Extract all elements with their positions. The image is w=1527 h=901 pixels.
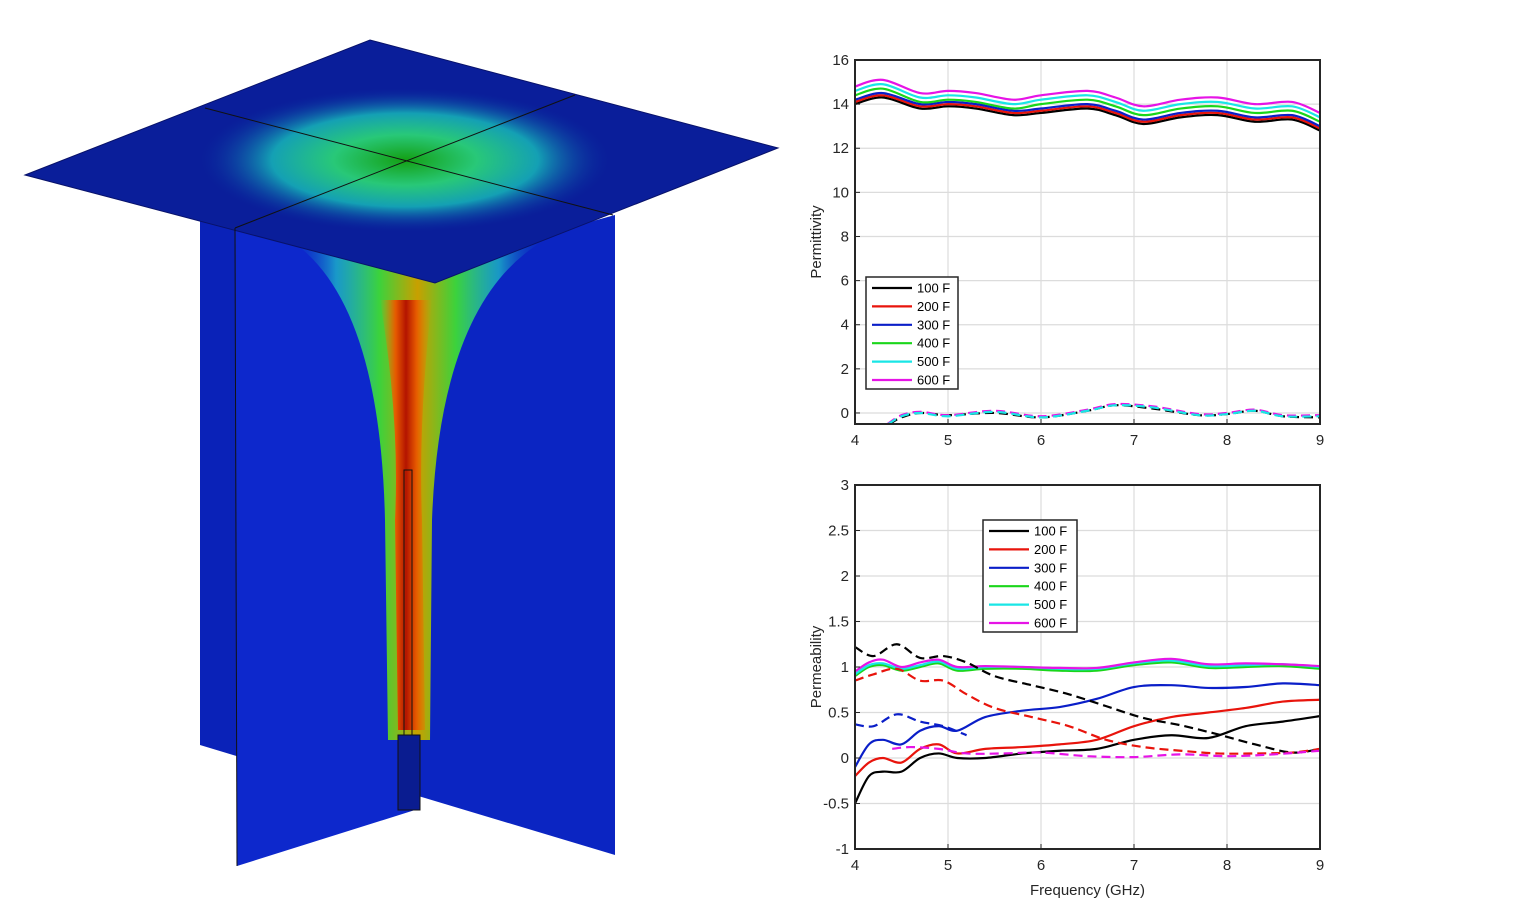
y-tick-label: -1 [836,841,849,858]
legend-label: 100 F [1034,524,1067,539]
x-tick-label: 5 [944,432,952,449]
y-tick-label: 12 [832,140,849,157]
legend-label: 500 F [917,354,950,369]
feed-base [397,734,421,811]
legend-label: 200 F [917,299,950,314]
front-plane [235,228,415,866]
x-tick-label: 4 [851,857,859,874]
plane-edge [234,227,238,867]
chart-2: 4 5 6 7 8 9 -1 -0.5 0 0.5 1 1.5 2 2.5 3 Permeability Fre… [808,477,1324,899]
right-plane [415,215,615,855]
legend: 100 F 200 F 300 F 400 F 500 F 600 F [982,519,1078,633]
legend-box [982,519,1078,633]
field-simulation-image [23,39,780,867]
x-tick-label: 8 [1223,857,1231,874]
legend-label: 400 F [1034,579,1067,594]
series-line-dashed-9 [892,745,1320,759]
y-tick-label: 2 [841,361,849,378]
x-axis-label: Frequency (GHz) [1030,882,1145,899]
y-tick-label: -0.5 [823,796,849,813]
axes-box [854,59,1321,425]
legend-label: 100 F [917,281,950,296]
legend: 100 F 200 F 300 F 400 F 500 F 600 F [865,276,959,390]
y-axis-label: Permeability [808,625,825,708]
y-tick-label: 2 [841,568,849,585]
series-line-300-f [855,682,1320,768]
x-tick-label: 8 [1223,432,1231,449]
legend-label: 600 F [917,373,950,388]
y-tick-label: 1 [841,659,849,676]
y-tick-label: 6 [841,273,849,290]
y-tick-label: 0 [841,405,849,422]
y-tick-label: 1.5 [828,614,849,631]
x-tick-label: 6 [1037,857,1045,874]
series-line-600-f [855,78,1320,114]
y-axis-label: Permittivity [808,205,825,279]
series-line-500-f [855,83,1320,119]
y-tick-label: 2.5 [828,523,849,540]
y-tick-label: 0 [841,750,849,767]
series-line-200-f [855,698,1320,777]
y-tick-label: 16 [832,52,849,69]
x-tick-label: 9 [1316,432,1324,449]
chart-1: 4 5 6 7 8 9 0 2 4 6 8 10 12 14 16 Permittivity 100 F 200 … [808,52,1324,449]
series-line-dashed-6 [855,643,1320,754]
top-plate-divider [204,107,614,216]
series-group [855,643,1320,805]
series-line-dashed-8 [887,404,1320,424]
y-tick-label: 0.5 [828,705,849,722]
series-line-dashed-8 [855,713,968,737]
legend-label: 500 F [1034,597,1067,612]
field-core [380,300,432,730]
series-line-300-f [855,91,1320,128]
top-plate-divider [234,94,576,229]
legend-box [865,276,959,390]
x-tick-label: 4 [851,432,859,449]
legend-label: 300 F [1034,560,1067,575]
x-tick-label: 5 [944,857,952,874]
y-tick-label: 14 [832,96,849,113]
x-tick-label: 7 [1130,432,1138,449]
y-tick-label: 10 [832,184,849,201]
series-line-600-f [855,657,1320,673]
legend-label: 600 F [1034,616,1067,631]
x-tick-label: 7 [1130,857,1138,874]
legend-label: 300 F [917,317,950,332]
x-tick-label: 9 [1316,857,1324,874]
series-line-dashed-7 [855,667,1320,755]
series-line-100-f [855,96,1320,132]
series-group [855,78,1320,424]
legend-label: 200 F [1034,542,1067,557]
y-tick-label: 4 [841,317,849,334]
series-line-200-f [855,94,1320,130]
y-tick-label: 3 [841,477,849,494]
series-line-400-f [855,87,1320,123]
legend-label: 400 F [917,336,950,351]
x-tick-label: 6 [1037,432,1045,449]
y-tick-label: 8 [841,228,849,245]
